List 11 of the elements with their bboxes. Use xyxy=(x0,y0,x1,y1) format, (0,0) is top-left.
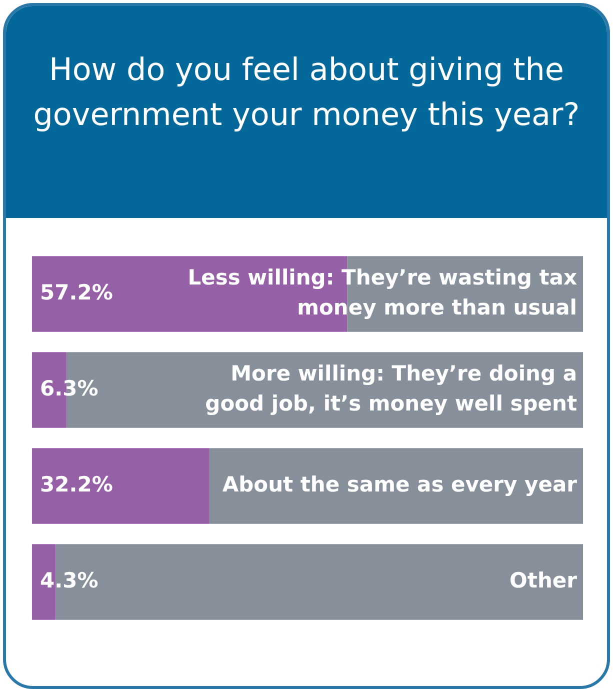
y-tick-label: Other xyxy=(510,568,578,592)
bar xyxy=(209,448,583,524)
bar xyxy=(32,448,210,524)
y-tick-label: Less willing: They’re wasting tax money more than usual xyxy=(188,265,578,320)
data-label: 4.3% xyxy=(40,568,98,592)
y-tick-label: More willing: They’re doing a good job, it’s money well spent xyxy=(205,361,577,416)
data-label: 6.3% xyxy=(40,376,98,400)
data-label: 57.2% xyxy=(40,280,113,304)
data-label: 32.2% xyxy=(40,472,113,496)
chart-title: How do you feel about giving the government your money this year? xyxy=(32,51,581,135)
y-tick-label: About the same as every year xyxy=(222,472,578,496)
